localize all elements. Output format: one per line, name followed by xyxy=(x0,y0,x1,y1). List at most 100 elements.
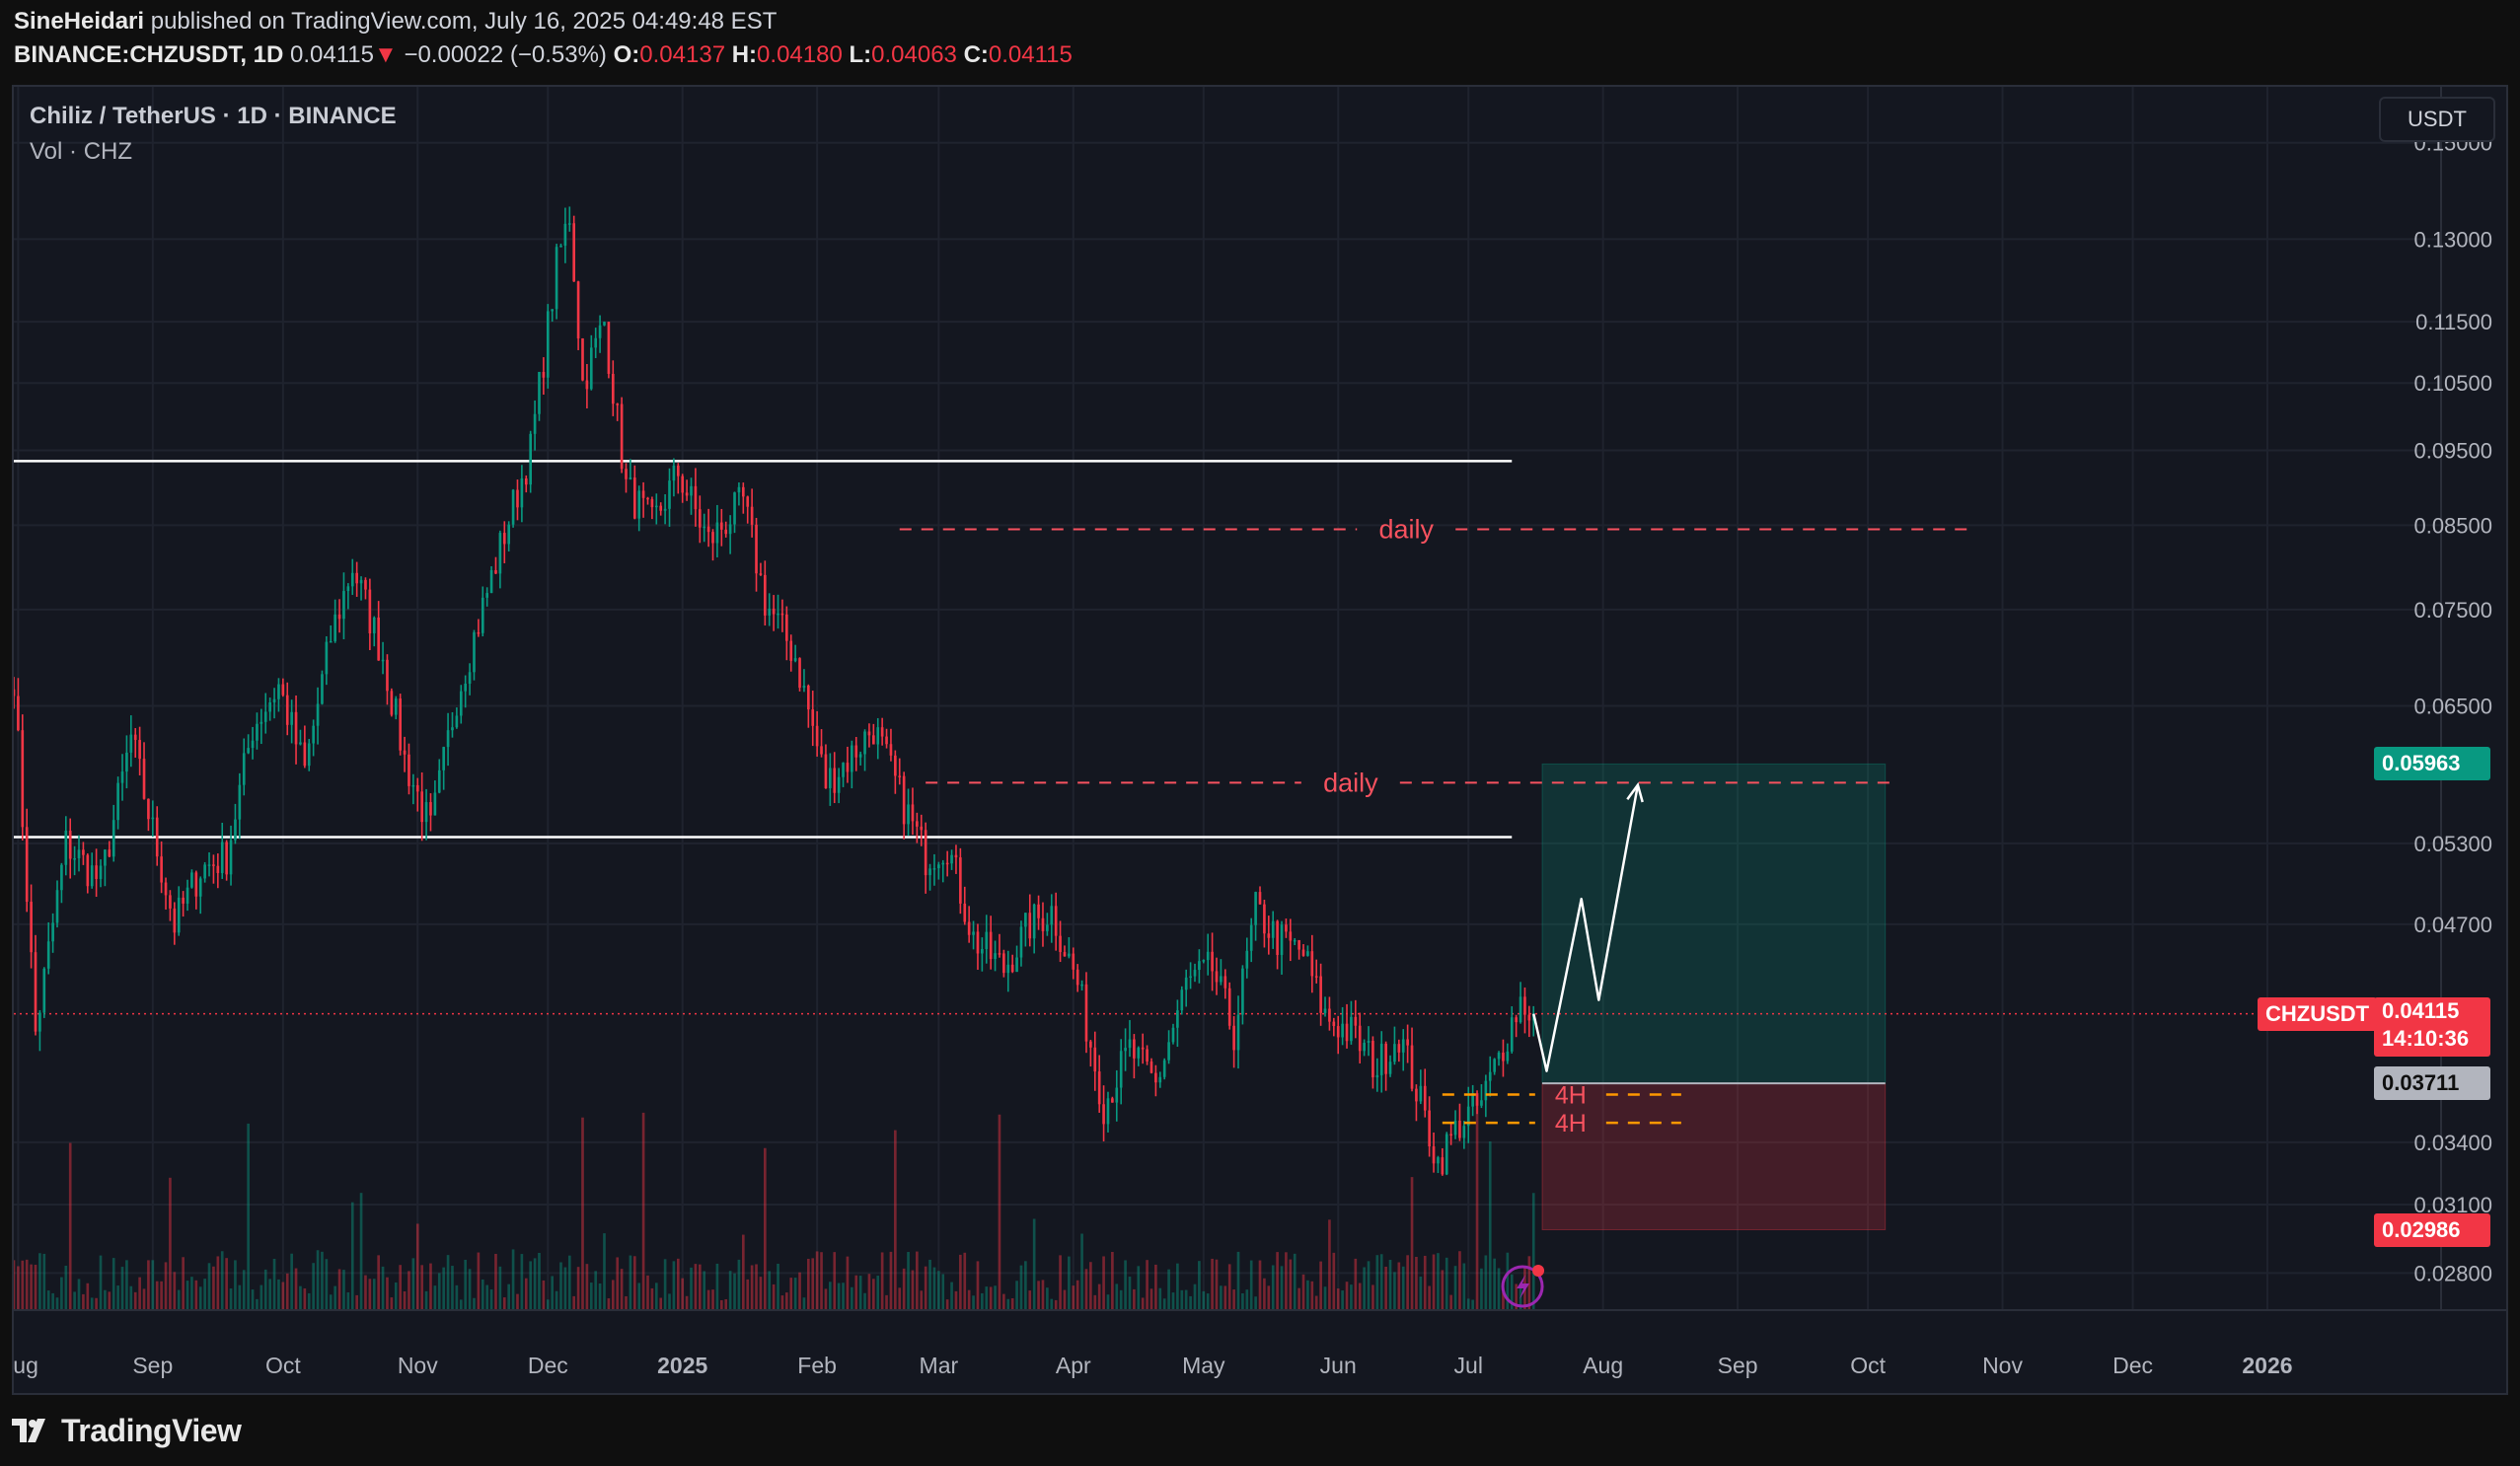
candle-body xyxy=(581,338,584,381)
candlestick-series xyxy=(14,206,1535,1176)
candle-body xyxy=(108,849,111,857)
projection-path[interactable] xyxy=(1532,781,1644,1072)
volume-bar xyxy=(945,1299,949,1310)
profit-zone[interactable] xyxy=(1541,763,1887,1084)
time-tick-label[interactable]: Aug xyxy=(14,1353,38,1378)
loss-zone[interactable] xyxy=(1541,1082,1887,1231)
volume-bar xyxy=(1310,1281,1314,1310)
price-axis[interactable]: 0.150000.130000.115000.105000.095000.085… xyxy=(2413,87,2506,1393)
volume-bar xyxy=(772,1283,776,1310)
price-tick-label[interactable]: 0.06500 xyxy=(2413,695,2492,719)
volume-bar xyxy=(894,1130,897,1310)
volume-bar xyxy=(750,1265,754,1310)
symbol-price-tag: CHZUSDT xyxy=(2258,996,2378,1031)
price-tick-label[interactable]: 0.11500 xyxy=(2415,310,2492,334)
currency-selector[interactable]: USDT xyxy=(2379,97,2495,142)
time-tick-label[interactable]: Sep xyxy=(1718,1353,1758,1378)
price-tick-label[interactable]: 0.07500 xyxy=(2413,598,2492,623)
candle-body xyxy=(1276,920,1279,955)
zone-label[interactable]: daily xyxy=(1378,514,1434,544)
projection-arrowhead[interactable] xyxy=(1626,781,1644,803)
candle-body xyxy=(663,508,667,511)
legend-title[interactable]: Chiliz / TetherUS · 1D · BINANCE xyxy=(30,103,397,129)
volume-bar xyxy=(581,1117,584,1310)
zone-label[interactable]: 4H xyxy=(1555,1110,1587,1137)
candle-body xyxy=(529,433,533,485)
price-tick-label[interactable]: 0.03400 xyxy=(2413,1131,2492,1155)
volume-bar xyxy=(14,1260,16,1310)
volume-bar xyxy=(698,1264,702,1310)
price-tick-label[interactable]: 0.08500 xyxy=(2413,513,2492,538)
time-tick-label[interactable]: Sep xyxy=(132,1353,173,1378)
projection-polyline[interactable] xyxy=(1532,784,1640,1072)
horizontal-levels[interactable] xyxy=(14,460,2441,1015)
volume-bar xyxy=(125,1260,128,1310)
time-tick-label[interactable]: Dec xyxy=(528,1353,568,1378)
volume-bar xyxy=(715,1263,719,1310)
volume-bar xyxy=(399,1265,402,1310)
volume-bar xyxy=(967,1289,971,1310)
time-tick-label[interactable]: May xyxy=(1182,1353,1225,1378)
volume-bar xyxy=(408,1271,410,1310)
candle-body xyxy=(1458,1120,1461,1138)
time-tick-label[interactable]: 2026 xyxy=(2242,1353,2292,1378)
price-tick-label[interactable]: 0.09500 xyxy=(2413,439,2492,464)
volume-bar xyxy=(559,1262,562,1310)
candle-body xyxy=(198,878,202,897)
candle-body xyxy=(1072,953,1075,970)
volume-bar xyxy=(147,1260,150,1310)
volume-bar xyxy=(494,1253,497,1310)
author-name[interactable]: SineHeidari xyxy=(14,8,145,35)
candle-body xyxy=(386,659,389,692)
price-tick-label[interactable]: 0.02800 xyxy=(2413,1261,2492,1285)
volume-bar xyxy=(1063,1289,1067,1310)
candle-body xyxy=(894,755,897,776)
long-position-tool[interactable] xyxy=(1541,763,1887,1231)
volume-bar xyxy=(1050,1298,1054,1310)
volume-bar xyxy=(77,1279,81,1310)
volume-bar xyxy=(368,1279,372,1310)
volume-bar xyxy=(299,1285,302,1310)
time-tick-label[interactable]: Feb xyxy=(797,1353,837,1378)
price-tick-label[interactable]: 0.13000 xyxy=(2413,227,2492,252)
volume-bar xyxy=(281,1282,285,1310)
price-tick-label[interactable]: 0.10500 xyxy=(2413,371,2492,396)
tradingview-logo[interactable]: TradingView xyxy=(12,1411,242,1450)
volume-bar xyxy=(316,1250,320,1310)
price-tick-label[interactable]: 0.05300 xyxy=(2413,832,2492,856)
volume-bar xyxy=(38,1253,41,1310)
candle-body xyxy=(798,658,801,689)
zone-label[interactable]: daily xyxy=(1323,768,1378,797)
time-tick-label[interactable]: Jun xyxy=(1320,1353,1357,1378)
time-tick-label[interactable]: Oct xyxy=(265,1353,301,1378)
volume-bar xyxy=(225,1258,228,1310)
volume-bar xyxy=(182,1257,185,1310)
volume-bar xyxy=(1379,1254,1383,1310)
candle-body xyxy=(1445,1134,1448,1175)
price-tick-label[interactable]: 0.04700 xyxy=(2413,913,2492,937)
zone-label[interactable]: 4H xyxy=(1555,1081,1587,1109)
volume-bar xyxy=(151,1260,155,1310)
time-tick-label[interactable]: Nov xyxy=(1982,1353,2023,1378)
time-tick-label[interactable]: Oct xyxy=(1850,1353,1886,1378)
volume-bar xyxy=(1419,1276,1423,1310)
candle-body xyxy=(30,902,33,953)
time-tick-label[interactable]: 2025 xyxy=(657,1353,707,1378)
time-tick-label[interactable]: Nov xyxy=(398,1353,438,1378)
time-tick-label[interactable]: Dec xyxy=(2112,1353,2153,1378)
candle-body xyxy=(355,572,358,584)
time-tick-label[interactable]: Mar xyxy=(920,1353,959,1378)
replay-icon-ring[interactable] xyxy=(1501,1265,1544,1308)
volume-bar xyxy=(837,1283,841,1310)
candle-body xyxy=(268,701,271,712)
time-tick-label[interactable]: Apr xyxy=(1056,1353,1091,1378)
time-tick-label[interactable]: Jul xyxy=(1454,1353,1483,1378)
legend-volume[interactable]: Vol · CHZ xyxy=(30,138,133,165)
replay-lightning-icon[interactable] xyxy=(1501,1265,1545,1308)
volume-bar xyxy=(1527,1256,1531,1310)
time-tick-label[interactable]: Aug xyxy=(1583,1353,1623,1378)
candle-body xyxy=(1193,970,1197,977)
time-axis[interactable]: Aug Sep Oct Nov Dec 2025 Feb Mar Apr May Jun Jul Aug… xyxy=(14,1309,2506,1393)
